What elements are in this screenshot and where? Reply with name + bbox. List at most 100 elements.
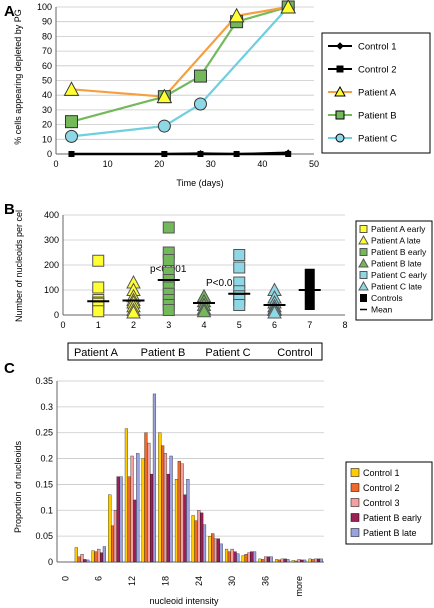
chart-c-legend bbox=[345, 461, 433, 545]
chart-b-data-point bbox=[196, 303, 212, 318]
chart-a-legend-marker bbox=[336, 65, 344, 73]
chart-b-legend-label: Patient A early bbox=[371, 224, 426, 234]
panel-letter-b: B bbox=[4, 201, 15, 218]
chart-b-data-point bbox=[233, 249, 246, 261]
chart-c-legend-swatch bbox=[350, 468, 360, 477]
chart-c-bar bbox=[250, 551, 254, 563]
chart-c-bar bbox=[297, 559, 301, 563]
chart-a-legend-label: Patient C bbox=[358, 134, 397, 145]
chart-c-bar bbox=[261, 559, 265, 563]
chart-c-legend-label: Control 3 bbox=[363, 498, 400, 508]
chart-c-bar bbox=[314, 558, 318, 563]
chart-c-bar bbox=[152, 393, 157, 563]
chart-b-data-point bbox=[126, 304, 141, 319]
chart-c-legend-swatch bbox=[350, 528, 360, 537]
chart-c-bar bbox=[211, 533, 215, 563]
chart-b-data-point bbox=[162, 254, 175, 266]
chart-c-bar bbox=[136, 453, 140, 563]
group-label-patient-a: Patient A bbox=[74, 347, 119, 359]
chart-c-legend-label: Patient B early bbox=[363, 513, 422, 523]
chart-a-data-point bbox=[233, 151, 240, 157]
chart-a-y-tick-label: 60 bbox=[42, 61, 52, 71]
panel-letter-a: A bbox=[4, 3, 15, 20]
chart-a-data-point bbox=[161, 151, 168, 157]
chart-a-y-tick-label: 50 bbox=[42, 76, 52, 86]
chart-a: 0 10 20 30 40 50 60 70 80 90 100 0 10 20 30 40 50 Control… bbox=[37, 0, 431, 169]
chart-b-ylabel: Number of nucleoids per cel bbox=[14, 210, 24, 322]
chart-c-bar bbox=[180, 463, 184, 563]
chart-c-bar bbox=[194, 520, 198, 563]
chart-c-x-tick-label: 30 bbox=[227, 576, 237, 586]
panel-letter-c: C bbox=[4, 360, 15, 377]
chart-c-bar bbox=[233, 551, 237, 563]
chart-a-y-tick-label: 100 bbox=[37, 2, 52, 12]
chart-a-data-point bbox=[64, 129, 78, 143]
chart-a-y-tick-label: 10 bbox=[42, 134, 52, 144]
chart-a-legend-marker bbox=[335, 110, 345, 120]
chart-c-bar bbox=[177, 461, 181, 563]
chart-c-bar bbox=[269, 556, 273, 563]
chart-b-data-point bbox=[233, 261, 246, 274]
chart-b-x-tick-label: 0 bbox=[60, 320, 65, 330]
chart-b-data-point bbox=[92, 305, 105, 318]
chart-c-bar bbox=[230, 548, 234, 563]
chart-b-legend bbox=[355, 220, 433, 321]
chart-c-bar bbox=[124, 428, 128, 563]
chart-c-bar bbox=[183, 494, 187, 563]
chart-a-data-point bbox=[197, 151, 204, 157]
chart-c-bar bbox=[275, 559, 279, 563]
chart-a-data-point bbox=[64, 115, 78, 129]
chart-a-legend-marker bbox=[335, 133, 345, 143]
chart-c-bar bbox=[316, 558, 321, 563]
chart-b: 0 100 200 300 400 0 1 2 3 4 5 6 7 8 Patient A early Pat… bbox=[44, 210, 433, 330]
chart-a-data-point bbox=[228, 7, 245, 23]
chart-c-bar bbox=[247, 552, 251, 563]
chart-c-bar bbox=[294, 560, 298, 563]
chart-a-y-tick-label: 90 bbox=[42, 17, 52, 27]
chart-c-bar bbox=[264, 556, 268, 563]
chart-a-x-tick-label: 40 bbox=[257, 159, 267, 169]
chart-b-y-tick-label: 0 bbox=[54, 310, 59, 320]
chart-c-bar bbox=[219, 543, 223, 563]
chart-a-data-point bbox=[280, 0, 297, 14]
chart-c-x-tick-label: 0 bbox=[60, 576, 70, 581]
chart-b-legend-label: Patient C early bbox=[371, 270, 427, 280]
chart-b-legend-label: Controls bbox=[371, 293, 403, 303]
chart-b-legend-marker bbox=[358, 257, 369, 268]
chart-a-data-point bbox=[63, 81, 80, 96]
chart-c-bar bbox=[241, 555, 245, 563]
chart-c-bar bbox=[191, 515, 195, 563]
chart-c-bar bbox=[311, 559, 315, 563]
chart-c-bar bbox=[144, 432, 148, 563]
chart-c-bar bbox=[77, 556, 81, 563]
chart-c-bar bbox=[111, 525, 115, 563]
chart-c-x-tick-label: more bbox=[294, 576, 304, 597]
chart-a-y-tick-label: 30 bbox=[42, 105, 52, 115]
chart-b-legend-label: Patient B early bbox=[371, 247, 427, 257]
chart-c-bar bbox=[319, 558, 323, 563]
chart-a-y-tick-label: 70 bbox=[42, 46, 52, 56]
chart-b-legend-marker bbox=[360, 294, 367, 302]
chart-a-xlabel: Time (days) bbox=[176, 178, 223, 188]
chart-a-legend-label: Control 1 bbox=[358, 42, 397, 53]
chart-a-data-point bbox=[68, 151, 75, 157]
chart-c-y-tick-label: 0.35 bbox=[35, 376, 53, 386]
chart-c-bar bbox=[91, 550, 95, 563]
chart-c-bar bbox=[108, 494, 112, 563]
chart-c-ylabel: Proportion of nucleoids bbox=[13, 440, 23, 533]
chart-b-legend-marker bbox=[358, 234, 369, 245]
chart-c-bar bbox=[286, 559, 290, 563]
chart-a-series-line bbox=[71, 5, 289, 98]
chart-b-x-tick-label: 3 bbox=[166, 320, 171, 330]
chart-c-x-tick-label: 6 bbox=[94, 576, 104, 581]
chart-a-x-tick-label: 10 bbox=[103, 159, 113, 169]
chart-c-x-tick-label: 36 bbox=[261, 576, 271, 586]
chart-c-bar bbox=[283, 558, 287, 563]
chart-c-bar bbox=[163, 453, 168, 563]
chart-a-legend-label: Patient A bbox=[358, 88, 397, 99]
chart-a-x-tick-label: 0 bbox=[53, 159, 58, 169]
chart-b-y-tick-label: 400 bbox=[44, 210, 59, 220]
chart-b-y-tick-label: 100 bbox=[44, 285, 59, 295]
chart-c-y-tick-label: 0.25 bbox=[35, 428, 53, 438]
